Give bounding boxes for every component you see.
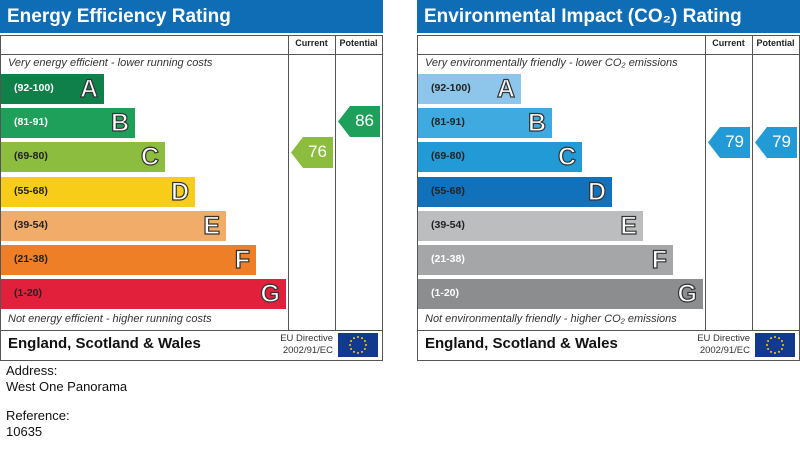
reference-label: Reference:	[6, 408, 70, 423]
chart-frame	[0, 35, 383, 361]
eu-directive-line2: 2002/91/EC	[282, 345, 333, 356]
region-label: England, Scotland & Wales	[8, 335, 201, 352]
band-range: (92-100)	[14, 82, 54, 94]
chart-title: Environmental Impact (CO₂) Rating	[417, 0, 800, 33]
address-value: West One Panorama	[6, 379, 128, 394]
address-label: Address:	[6, 363, 58, 378]
header-row-divider	[0, 54, 382, 55]
band-letter: B	[527, 109, 546, 138]
band-letter: B	[110, 109, 129, 138]
band-bar-d: (55-68) D	[418, 176, 612, 207]
band-bar-d: (55-68) D	[1, 176, 195, 207]
potential-column-header: Potential	[339, 38, 378, 48]
footer-divider	[417, 330, 800, 331]
eu-directive-line1: EU Directive	[280, 333, 333, 344]
band-letter: E	[620, 211, 638, 240]
arrow-shape	[291, 136, 333, 168]
column-divider	[752, 35, 753, 330]
column-divider	[335, 35, 336, 330]
band-range: (81-91)	[14, 116, 48, 129]
band-range: (1-20)	[431, 287, 460, 300]
current-rating-arrow: 76	[291, 136, 333, 168]
arrow-shape	[755, 127, 797, 159]
band-letter: D	[587, 177, 606, 206]
reference-value: 10635	[6, 424, 43, 439]
band-range: (1-20)	[14, 287, 43, 300]
band-bar-a: (92-100) A	[1, 74, 104, 104]
current-rating-value: 79	[725, 132, 744, 152]
band-letter: G	[677, 280, 698, 309]
bottom-note: Not environmentally friendly - higher CO…	[425, 313, 677, 325]
potential-rating-value: 79	[772, 132, 791, 152]
band-bar-g: (1-20) G	[1, 279, 286, 310]
band-letter: G	[260, 280, 281, 309]
band-bar-b: (81-91) B	[418, 108, 552, 139]
band-range: (55-68)	[14, 184, 48, 197]
eu-flag-icon	[755, 333, 795, 357]
band-letter: A	[79, 74, 98, 103]
band-bar-g: (1-20) G	[418, 279, 703, 310]
band-range: (55-68)	[431, 184, 465, 197]
bottom-note: Not energy efficient - higher running co…	[8, 313, 212, 325]
band-range: (81-91)	[431, 116, 465, 129]
current-rating-value: 76	[308, 141, 327, 161]
footer-divider	[0, 330, 383, 331]
band-range: (69-80)	[14, 150, 48, 163]
potential-rating-arrow: 79	[755, 127, 797, 159]
band-bar-b: (81-91) B	[1, 108, 135, 139]
current-column-header: Current	[712, 38, 745, 48]
band-bar-e: (39-54) E	[418, 210, 643, 241]
eu-flag-icon	[338, 333, 378, 357]
column-divider	[288, 35, 289, 330]
band-range: (39-54)	[14, 218, 48, 231]
energy-efficiency-panel: Energy Efficiency Rating Current Potential…	[0, 0, 383, 362]
potential-rating-arrow: 86	[338, 105, 380, 137]
band-range: (92-100)	[431, 82, 471, 94]
header-row-divider	[417, 54, 799, 55]
band-bar-c: (69-80) C	[1, 142, 165, 173]
band-letter: C	[140, 143, 159, 172]
band-range: (21-38)	[431, 253, 465, 265]
arrow-shape	[338, 105, 380, 137]
band-letter: A	[496, 74, 515, 103]
arrow-shape	[708, 127, 750, 159]
band-letter: C	[557, 143, 576, 172]
environmental-impact-panel: Environmental Impact (CO₂) Rating Current…	[417, 0, 800, 362]
chart-title: Energy Efficiency Rating	[0, 0, 383, 33]
band-range: (21-38)	[14, 253, 48, 265]
column-divider	[705, 35, 706, 330]
potential-rating-value: 86	[355, 110, 374, 130]
band-range: (69-80)	[431, 150, 465, 163]
band-bar-e: (39-54) E	[1, 210, 226, 241]
band-range: (39-54)	[431, 218, 465, 231]
band-bar-f: (21-38) F	[1, 245, 256, 275]
eu-directive-line1: EU Directive	[697, 333, 750, 344]
band-letter: F	[651, 245, 668, 274]
band-bar-c: (69-80) C	[418, 142, 582, 173]
eu-directive-line2: 2002/91/EC	[699, 345, 750, 356]
band-letter: D	[170, 177, 189, 206]
current-rating-arrow: 79	[708, 127, 750, 159]
band-bar-a: (92-100) A	[418, 74, 521, 104]
top-note: Very environmentally friendly - lower CO…	[425, 57, 678, 69]
current-column-header: Current	[295, 38, 328, 48]
band-letter: E	[203, 211, 221, 240]
region-label: England, Scotland & Wales	[425, 335, 618, 352]
potential-column-header: Potential	[756, 38, 795, 48]
band-letter: F	[234, 245, 251, 274]
top-note: Very energy efficient - lower running co…	[8, 57, 213, 69]
band-bar-f: (21-38) F	[418, 245, 673, 275]
